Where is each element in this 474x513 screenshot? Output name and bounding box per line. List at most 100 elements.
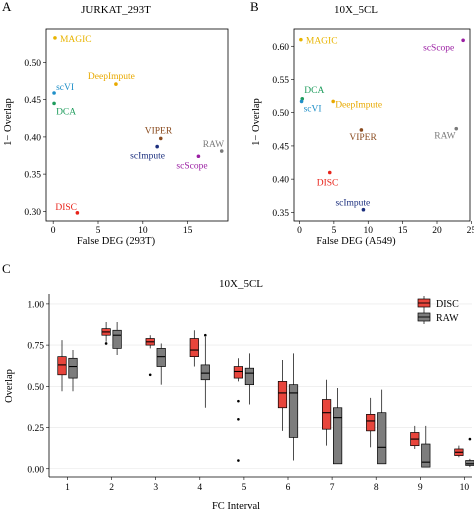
y-tick-label: 0.60 xyxy=(272,43,289,53)
x-tick-label: 8 xyxy=(374,483,379,493)
outlier-point xyxy=(468,437,472,441)
outlier-point xyxy=(237,417,240,421)
box-raw-10 xyxy=(465,437,474,468)
x-tick-label: 4 xyxy=(197,483,202,493)
panel-c-label: C xyxy=(2,261,11,276)
point-label-scimpute: scImpute xyxy=(335,199,370,209)
x-tick-label: 0 xyxy=(297,226,302,236)
y-tick-label: 1.00 xyxy=(27,300,44,310)
outlier-point xyxy=(237,459,240,462)
point-raw xyxy=(454,126,459,131)
point-label-viper: VIPER xyxy=(145,126,173,136)
point-disc xyxy=(75,211,80,215)
y-tick-label: 0.00 xyxy=(27,465,44,475)
y-tick-label: 0.55 xyxy=(272,76,289,86)
point-scvi xyxy=(52,91,56,95)
legend: DISC RAW xyxy=(417,296,459,324)
point-disc xyxy=(327,170,332,175)
point-label-dca: DCA xyxy=(56,107,76,117)
box-disc-8 xyxy=(366,397,376,448)
point-viper xyxy=(158,136,163,141)
box-body xyxy=(156,348,166,367)
y-tick-label: 0.45 xyxy=(24,96,41,106)
box-body xyxy=(68,357,78,379)
legend-label-raw: RAW xyxy=(436,313,459,324)
y-tick-label: 0.50 xyxy=(27,383,44,393)
box-body xyxy=(244,367,254,386)
box-body xyxy=(288,384,299,438)
panel-b: B 10X_5CL False DEG (A549) 1− Overlap 0 5… xyxy=(250,0,474,247)
box-raw-4 xyxy=(200,333,210,408)
y-tick-label: 0.35 xyxy=(24,171,41,181)
plot-area xyxy=(49,294,472,477)
box-body xyxy=(189,338,199,357)
panel-a-ylabel: 1− Overlap xyxy=(3,98,14,146)
box-disc-4 xyxy=(189,330,199,367)
box-raw-9 xyxy=(421,425,431,468)
point-label-deepimpute: DeepImpute xyxy=(88,72,135,82)
point-dca xyxy=(52,101,56,106)
box-disc-10 xyxy=(454,445,464,458)
panel-c-xlabel: FC Interval xyxy=(212,501,260,512)
point-deepimpute xyxy=(114,82,118,86)
plot-frame xyxy=(45,28,229,222)
y-tick-label: 0.40 xyxy=(24,133,41,143)
x-tick-label: 10 xyxy=(138,226,148,236)
box-disc-5 xyxy=(233,358,243,462)
box-body xyxy=(465,460,474,466)
y-tick-label: 0.50 xyxy=(272,109,289,119)
y-tick-label: 0.50 xyxy=(24,59,41,69)
y-tick-label: 0.30 xyxy=(24,208,41,218)
y-tick-label: 0.40 xyxy=(272,176,289,186)
point-label-deepimpute: DeepImpute xyxy=(335,100,382,110)
point-raw xyxy=(219,149,224,153)
x-tick-label: 5 xyxy=(332,226,337,236)
outlier-point xyxy=(104,342,108,345)
point-scimpute xyxy=(155,144,159,149)
y-tick-label: 0.35 xyxy=(272,209,289,219)
y-tick-label: 0.75 xyxy=(27,342,44,352)
box-raw-7 xyxy=(333,387,343,465)
point-scvi xyxy=(299,99,304,104)
x-tick-label: 10 xyxy=(460,483,470,493)
box-disc-2 xyxy=(101,322,111,345)
x-tick-label: 3 xyxy=(153,483,158,493)
point-label-raw: RAW xyxy=(203,140,224,150)
panel-b-label: B xyxy=(250,0,259,14)
panel-a-label: A xyxy=(2,0,12,14)
plot-frame xyxy=(293,28,471,222)
box-body xyxy=(366,414,376,432)
box-body xyxy=(333,407,343,465)
outlier-point xyxy=(237,399,240,403)
panel-c: C 10X_5CL FC Interval Overlap 0.00 0.25 0.… xyxy=(2,261,474,512)
point-label-scvi: scVI xyxy=(304,104,322,114)
point-deepimpute xyxy=(331,99,335,104)
box-disc-1 xyxy=(57,340,67,392)
box-disc-7 xyxy=(322,379,332,446)
point-label-scimpute: scImpute xyxy=(130,152,165,162)
point-scscope xyxy=(461,38,465,43)
point-label-magic: MAGIC xyxy=(306,37,338,47)
legend-label-disc: DISC xyxy=(436,299,459,310)
x-tick-label: 10 xyxy=(364,226,374,236)
x-tick-label: 1 xyxy=(65,483,70,493)
box-raw-1 xyxy=(68,350,78,392)
panel-a-title: JURKAT_293T xyxy=(81,4,151,16)
panel-a: A JURKAT_293T False DEG (293T) 1− Overla… xyxy=(2,0,229,247)
point-scimpute xyxy=(361,207,366,212)
panel-b-ylabel: 1− Overlap xyxy=(251,98,262,146)
outlier-point xyxy=(204,333,207,337)
box-raw-3 xyxy=(156,343,166,385)
x-tick-label: 15 xyxy=(183,226,193,236)
box-body xyxy=(112,329,122,349)
panel-b-xlabel: False DEG (A549) xyxy=(316,236,396,247)
box-body xyxy=(322,399,332,430)
box-body xyxy=(421,443,431,468)
point-label-scscope: scScope xyxy=(176,161,207,171)
x-tick-label: 5 xyxy=(242,483,247,493)
x-tick-label: 6 xyxy=(286,483,291,493)
panel-c-ylabel: Overlap xyxy=(4,369,15,403)
point-label-disc: DISC xyxy=(317,179,339,189)
x-tick-label: 2 xyxy=(109,483,114,493)
box-disc-6 xyxy=(277,359,288,431)
